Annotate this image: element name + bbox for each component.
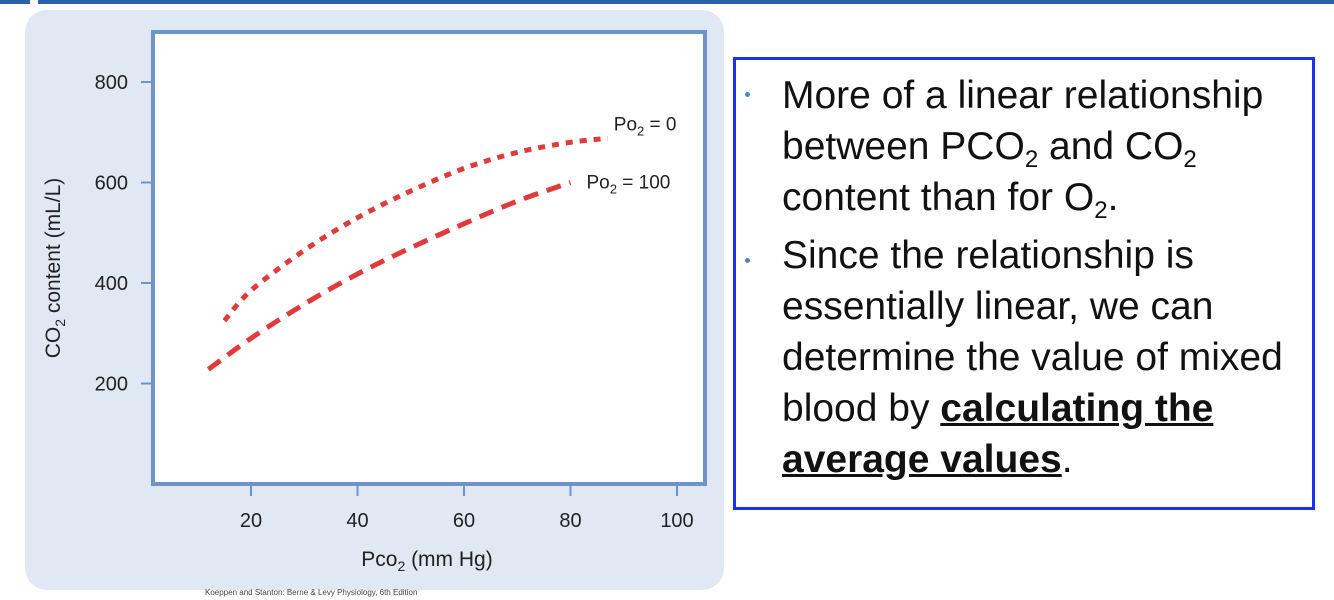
series-line-po2-0 <box>222 135 609 323</box>
y-axis-label: CO2 content (mL/L) <box>42 178 68 359</box>
y-tick-label: 600 <box>95 173 128 195</box>
top-accent-bar-left <box>0 0 30 4</box>
x-tick-label: 20 <box>240 510 262 532</box>
series-label: Po2 = 100 <box>587 173 671 197</box>
emphasized-phrase: calculating the average values <box>782 387 1214 481</box>
y-tick-label: 400 <box>95 273 128 295</box>
series-line-po2-100 <box>206 180 572 372</box>
series-label: Po2 = 0 <box>614 114 677 138</box>
bullet-icon <box>745 258 750 263</box>
y-tick-label: 800 <box>95 72 128 94</box>
summary-text-box: More of a linear relationship between PC… <box>733 57 1315 510</box>
x-tick-label: 40 <box>346 510 368 532</box>
y-tick-label: 200 <box>95 374 128 396</box>
x-tick-label: 60 <box>453 510 475 532</box>
co2-dissociation-chart: 20 40 60 80 100 200 400 600 800 Po2 = 0 Po2 = 100… <box>42 30 707 574</box>
x-tick-label: 80 <box>559 510 581 532</box>
plot-area <box>151 30 707 486</box>
figure-credit: Koeppen and Stanton: Berne & Levy Physio… <box>205 588 418 597</box>
bullet-linear-relationship: More of a linear relationship between PC… <box>782 74 1264 224</box>
bullet-icon <box>745 92 750 97</box>
x-axis-label: Pco2 (mm Hg) <box>361 548 492 574</box>
x-tick-label: 100 <box>660 510 693 532</box>
chart-panel: 20 40 60 80 100 200 400 600 800 Po2 = 0 Po2 = 100… <box>25 10 724 590</box>
top-accent-bar <box>38 0 1334 4</box>
bullet-mixed-blood: Since the relationship is essentially li… <box>782 234 1283 481</box>
